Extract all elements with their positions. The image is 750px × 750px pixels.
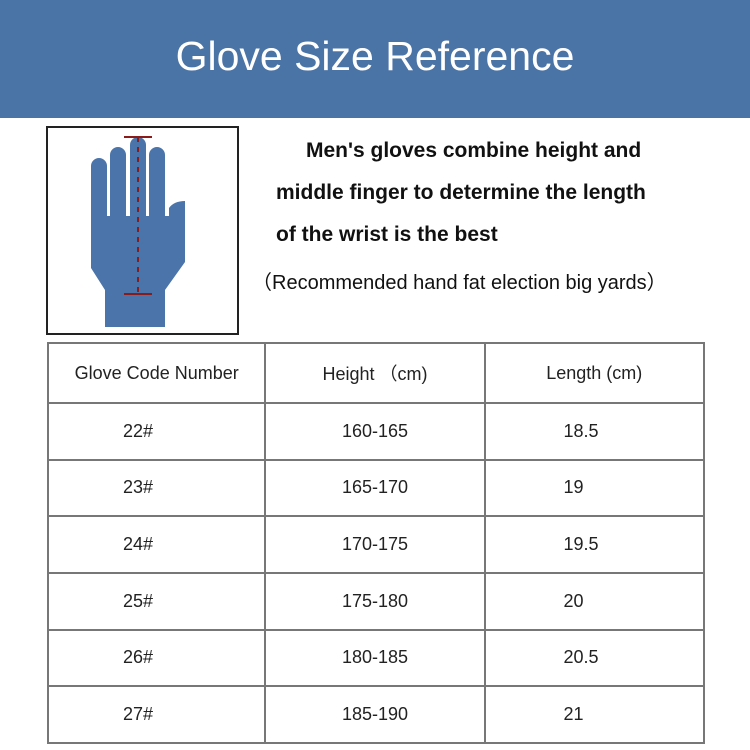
cell-length: 21: [483, 685, 706, 744]
cell-code: 24#: [46, 515, 267, 574]
description-line: Men's gloves combine height and: [306, 139, 642, 162]
cell-length: 19.5: [483, 515, 706, 574]
table-row: 27# 185-190 21: [46, 685, 706, 744]
cell-height: 165-170: [264, 458, 486, 518]
cell-length: 20.5: [483, 628, 706, 688]
size-table: Glove Code Number Height （cm) Length (cm…: [46, 342, 706, 744]
page-title: Glove Size Reference: [175, 33, 575, 79]
header-height: Height （cm): [264, 342, 486, 404]
description-line: middle finger to determine the length: [276, 181, 646, 204]
hand-measurement-image: [46, 126, 239, 335]
cell-height: 170-175: [264, 515, 486, 574]
table-header-row: Glove Code Number Height （cm) Length (cm…: [46, 342, 706, 404]
table-row: 26# 180-185 20.5: [46, 628, 706, 688]
cell-length: 20: [483, 571, 706, 631]
cell-height: 185-190: [264, 685, 486, 744]
cell-code: 23#: [46, 458, 267, 518]
recommendation-note: （Recommended hand fat election big yards…: [252, 272, 667, 294]
table-row: 22# 160-165 18.5: [46, 402, 706, 461]
cell-length: 19: [483, 458, 706, 518]
cell-code: 26#: [46, 628, 267, 688]
table-row: 24# 170-175 19.5: [46, 515, 706, 574]
header-code: Glove Code Number: [46, 342, 267, 404]
cell-code: 25#: [46, 571, 267, 631]
cell-height: 180-185: [264, 628, 486, 688]
cell-length: 18.5: [483, 402, 706, 461]
description-line: of the wrist is the best: [276, 223, 498, 246]
table-row: 25# 175-180 20: [46, 571, 706, 631]
cell-code: 27#: [46, 685, 267, 744]
cell-height: 175-180: [264, 571, 486, 631]
description: Men's gloves combine height and middle f…: [276, 130, 646, 256]
header-length: Length (cm): [483, 342, 706, 404]
table-row: 23# 165-170 19: [46, 458, 706, 518]
cell-height: 160-165: [264, 402, 486, 461]
title-banner: Glove Size Reference: [0, 0, 750, 118]
cell-code: 22#: [46, 402, 267, 461]
hand-measurement-icon: [91, 136, 185, 327]
